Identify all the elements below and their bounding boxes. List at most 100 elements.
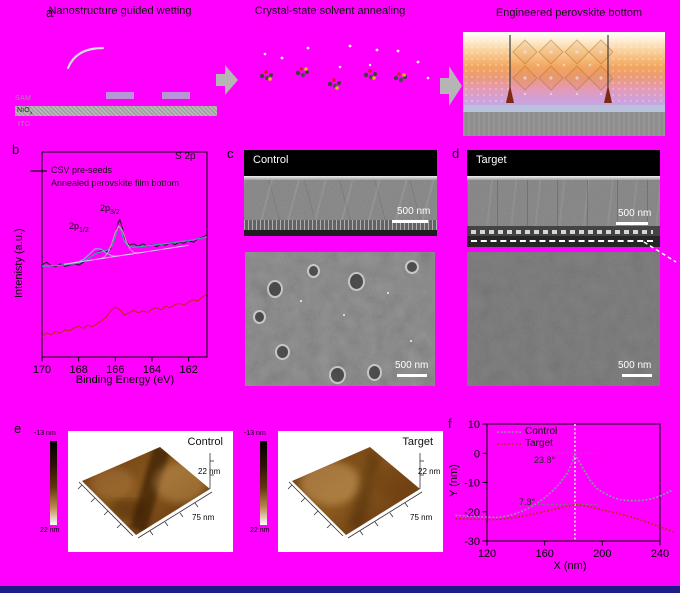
xps-chart: 170 168 166 164 162 (30, 151, 208, 376)
control-angle-annotation: 23.8° (534, 455, 556, 465)
electrode-layer (463, 112, 665, 136)
y-tick-label: -30 (464, 536, 480, 548)
molecule-cluster (259, 67, 407, 90)
sem-top-view-target: 500 nm (467, 252, 660, 386)
void-ring (267, 280, 283, 298)
panel-a-label: a (46, 5, 54, 20)
xps-corner-tag: S 2p (175, 151, 196, 162)
plot-frame (41, 151, 208, 358)
substrate-base (244, 230, 437, 236)
sam-island-patch (162, 92, 190, 99)
void-ring (275, 344, 290, 360)
process-arrow-icon (216, 65, 238, 95)
afm2-colorbar-min: 22 nm (250, 527, 270, 534)
droplet-arc-icon (66, 46, 105, 70)
afm1-colorbar-max: -13 nm (34, 430, 56, 437)
x-tick-label: 168 (69, 364, 87, 376)
perovskite-lattice-and-grain-boundaries (506, 35, 614, 103)
scalebar-label: 500 nm (618, 360, 652, 371)
afm-image-tag: Target (402, 436, 433, 448)
afm1-colorbar (50, 441, 57, 525)
x-tick-label: 170 (33, 364, 51, 376)
scalebar-label: 500 nm (395, 360, 429, 371)
profile-xlabel: X (nm) (553, 560, 587, 572)
series-fit-envelope (41, 225, 208, 267)
afm-3d-map-control: Control 22 nm 75 nm (68, 431, 233, 552)
afm1-colorbar-min: 22 nm (40, 527, 60, 534)
series-baseline (63, 244, 189, 265)
afm-3d-map-target: Target 22 nm 75 nm (278, 431, 443, 552)
afm-z-axis-label: 22 nm (418, 467, 441, 476)
x-tick-label: 160 (535, 548, 553, 560)
profile-legend-target: Target (525, 438, 553, 449)
sam-island-patch (106, 92, 134, 99)
grain-boundary (506, 35, 612, 103)
xps-ylabel: Intenisty (a.u.) (13, 228, 25, 298)
sem-noise-texture (467, 176, 660, 236)
bottom-border-bar (0, 586, 680, 593)
xps-legend-2: Annealed perovskite film bottom (51, 178, 180, 188)
afm-x-axis-label: 75 nm (410, 513, 433, 522)
y-tick-label: 0 (474, 448, 480, 460)
sem-image-tag: Target (476, 154, 507, 166)
afm-axes (77, 453, 214, 539)
panel-a-step1-title: Nanostructure guided wetting (48, 5, 192, 17)
transport-layer (463, 105, 665, 112)
sem-grain-texture (467, 252, 660, 386)
afm-z-axis-label: 22 nm (198, 467, 221, 476)
process-arrow-icon (440, 66, 462, 106)
series-annealed-perovskite-film-bottom (41, 293, 208, 337)
afm-axes (287, 453, 424, 539)
ito-layer-label: ITO (18, 121, 31, 128)
afm2-colorbar-max: -13 nm (244, 430, 266, 437)
panel-d-label: d (452, 146, 460, 161)
panel-a-step2-title: Crystal-state solvent annealing (254, 5, 406, 17)
x-tick-label: 166 (106, 364, 124, 376)
y-tick-label: 10 (468, 419, 480, 431)
void-ring (307, 264, 320, 278)
x-tick-label: 240 (651, 548, 669, 560)
void-ring (329, 366, 346, 384)
sem-grain-texture (245, 252, 435, 386)
void-ring (405, 260, 419, 274)
scalebar (392, 220, 428, 223)
bright-spot (387, 292, 389, 294)
xps-xlabel: Binding Energy (eV) (75, 374, 175, 386)
x-tick-label: 120 (478, 548, 496, 560)
void-ring (367, 364, 382, 381)
perovskite-bulk (463, 32, 665, 105)
scalebar (616, 222, 648, 225)
solvent-molecules-illustration (259, 44, 430, 90)
bright-spot (343, 314, 345, 316)
series-target (455, 503, 675, 533)
sem-image-tag: Control (253, 154, 289, 166)
profile-legend-control: Control (525, 426, 558, 437)
interface-dashed-line (471, 240, 653, 242)
xps-legend-1: CSV pre-seeds (51, 165, 113, 175)
sem-top-view-control: 500 nm (245, 252, 435, 386)
target-angle-annotation: 7.8° (519, 497, 536, 507)
x-tick-label: 162 (179, 364, 197, 376)
scalebar (397, 374, 427, 377)
scalebar-label: 500 nm (397, 206, 431, 217)
panel-a-step3-title: Engineered perovskite bottom (495, 7, 643, 19)
sem-cross-section-control: Control 500 nm (244, 150, 437, 236)
afm2-colorbar (260, 441, 267, 525)
void-ring (348, 272, 365, 291)
afm-x-axis-label: 75 nm (192, 513, 215, 522)
series-csv-pre-seeds (41, 219, 208, 268)
bright-spot (300, 300, 302, 302)
x-tick-label: 200 (593, 548, 611, 560)
series-2p3-2-component (100, 225, 142, 260)
afm-image-tag: Control (187, 436, 223, 448)
xps-peak1-label: 2p1/2 (69, 221, 89, 234)
panel-b-label: b (12, 142, 20, 157)
perovskite-film-illustration (463, 32, 665, 136)
plot-frame (486, 423, 661, 542)
afm-surface-plot (287, 447, 424, 539)
panel-c-label: c (227, 146, 234, 161)
y-tick-label: -10 (464, 478, 480, 490)
sam-layer-label: SAM (15, 95, 32, 102)
